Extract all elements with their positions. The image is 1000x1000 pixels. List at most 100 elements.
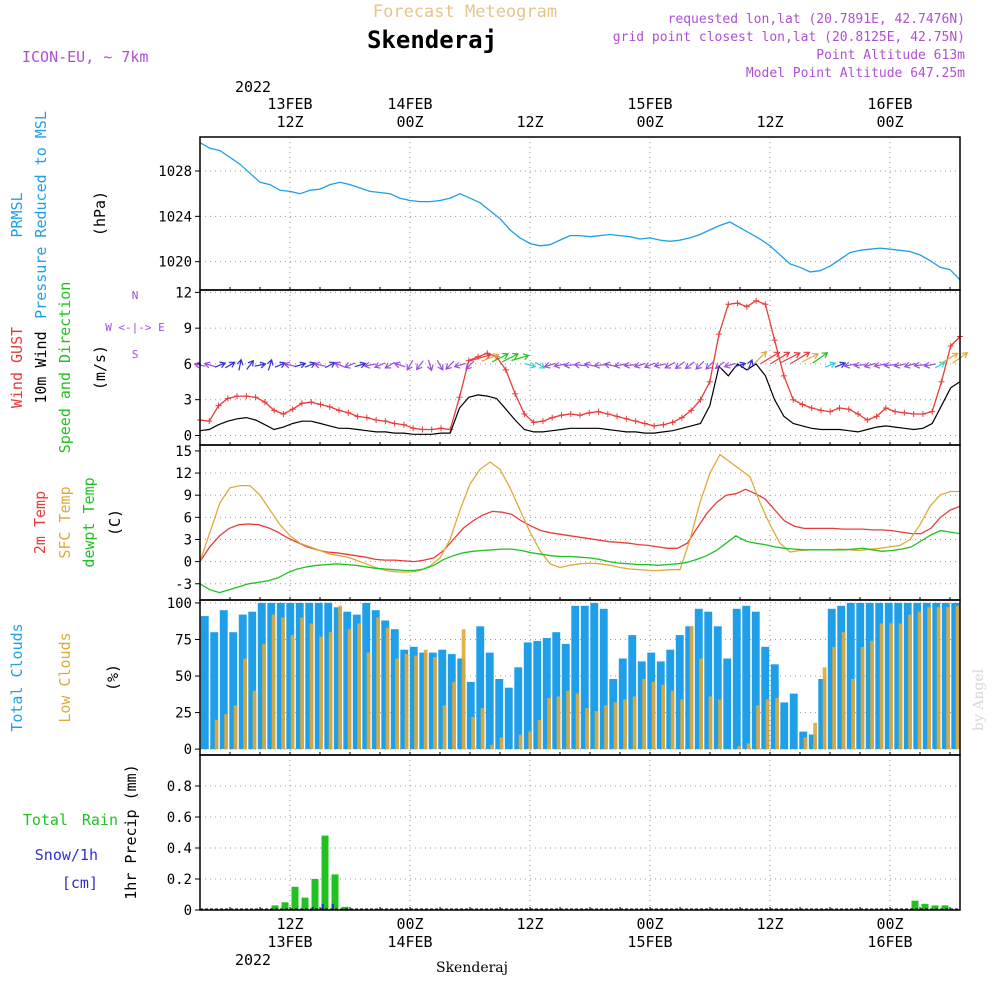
gust-marker — [706, 378, 713, 385]
rain-bar — [931, 905, 939, 910]
header: Forecast Meteogram Skenderaj ICON-EU, ~ … — [22, 2, 987, 976]
wind-direction-arrow — [801, 352, 820, 363]
low-cloud-bar — [423, 649, 428, 750]
low-cloud-bar — [480, 708, 485, 750]
wind-direction-arrow — [491, 352, 510, 363]
wind-direction-arrow — [573, 361, 586, 369]
wind-direction-arrow — [406, 360, 414, 371]
gust-marker — [289, 406, 296, 413]
wind-direction-arrow — [373, 362, 386, 369]
gust-marker — [215, 402, 222, 409]
low-cloud-bar — [623, 699, 627, 750]
low-cloud-bar — [699, 658, 703, 750]
low-cloud-bar — [955, 605, 960, 750]
total-cloud-bar — [248, 611, 257, 750]
total-cloud-bar — [324, 602, 333, 750]
wind-direction-arrow — [893, 361, 906, 369]
low-cloud-bar — [490, 744, 494, 750]
gust-marker — [567, 411, 574, 417]
panel-pressure: 1020 1024 1028 PRMSL Pressure Reduced to MSL… — [8, 111, 961, 319]
ylabel: (hPa) — [91, 191, 109, 236]
wind-direction-arrow — [343, 362, 356, 369]
bottom-axis-hour: 00Z — [396, 915, 423, 933]
low-cloud-bar — [613, 702, 618, 750]
gust-marker — [725, 301, 732, 308]
gust-marker — [910, 411, 917, 417]
top-axis-hour: 00Z — [636, 113, 663, 131]
gust-marker — [354, 413, 361, 420]
total-cloud-bar — [400, 649, 409, 750]
snow-bar — [321, 903, 324, 910]
gust-marker — [419, 426, 426, 433]
low-cloud-bar — [271, 614, 276, 750]
wind-direction-arrow — [723, 361, 736, 369]
gust-marker — [919, 411, 926, 417]
wind-direction-arrow — [779, 352, 801, 364]
gust-marker — [938, 378, 945, 385]
gust-marker — [586, 409, 593, 416]
y-tick-label: 0.4 — [167, 841, 192, 857]
total-cloud-bar — [381, 620, 390, 750]
wind-direction-arrow — [416, 360, 424, 371]
wind-direction-arrow — [824, 361, 837, 369]
wind-direction-arrow — [873, 361, 886, 369]
total-cloud-bar — [504, 687, 513, 750]
gust-marker — [660, 421, 667, 428]
gust-marker — [780, 372, 787, 379]
gust-marker — [271, 407, 278, 414]
panel-frame — [199, 136, 961, 291]
gust-marker — [336, 407, 343, 414]
series-line-0 — [199, 142, 961, 281]
total-cloud-bar — [913, 602, 922, 750]
low-cloud-bar — [290, 635, 295, 750]
gust-marker — [261, 399, 268, 406]
gust-marker — [428, 426, 435, 433]
low-cloud-bar — [357, 623, 361, 750]
gust-marker — [595, 408, 602, 415]
total-cloud-bar — [466, 681, 475, 750]
gust-marker — [456, 394, 463, 401]
low-cloud-bar — [347, 629, 352, 750]
total-cloud-bar — [732, 608, 741, 750]
total-cloud-bar — [305, 602, 314, 750]
low-cloud-bar — [908, 614, 912, 750]
ylabel: Snow/1h — [35, 846, 98, 864]
gust-marker — [641, 420, 648, 427]
low-cloud-bar — [689, 626, 694, 750]
y-tick-label: 100 — [167, 596, 192, 612]
wind-direction-arrow — [753, 350, 768, 365]
wind-direction-arrow — [236, 358, 244, 371]
wind-direction-arrow — [883, 361, 896, 369]
top-axis-year: 2022 — [235, 78, 271, 96]
total-cloud-bar — [276, 602, 285, 750]
panel-temperature: -3 0 3 6 9 12 15 2m Temp SFC Temp dewpt Temp (C) — [31, 444, 961, 601]
wind-direction-arrow — [770, 351, 791, 365]
total-cloud-bar — [419, 652, 428, 750]
low-cloud-bar — [566, 690, 570, 750]
wind-direction-arrow — [747, 358, 754, 371]
series-line-2 — [199, 529, 961, 594]
top-axis-hour: 12Z — [516, 113, 543, 131]
wind-direction-arrow — [304, 361, 317, 369]
y-tick-label: 25 — [175, 706, 192, 722]
model-altitude: Model Point Altitude 647.25m — [746, 66, 965, 81]
total-cloud-bar — [799, 731, 808, 750]
grid-point-coords: grid point closest lon,lat (20.8125E, 42… — [613, 30, 965, 45]
bottom-axis-year: 2022 — [235, 951, 271, 969]
wind-direction-arrow — [469, 352, 492, 362]
top-axis-hour: 00Z — [396, 113, 423, 131]
top-axis-hour: 12Z — [276, 113, 303, 131]
total-cloud-bar — [951, 602, 960, 750]
ylabel: (%) — [104, 664, 122, 691]
total-cloud-bar — [428, 652, 437, 750]
low-cloud-bar — [442, 705, 447, 750]
low-cloud-bar — [708, 696, 713, 750]
total-cloud-bar — [561, 643, 570, 750]
rain-bar — [271, 905, 279, 910]
ylabel: Speed and Direction — [56, 282, 74, 454]
gust-marker — [437, 425, 444, 432]
wind-direction-arrow — [254, 361, 267, 369]
rain-bar — [311, 879, 319, 910]
ylabel: PRMSL — [8, 192, 26, 237]
